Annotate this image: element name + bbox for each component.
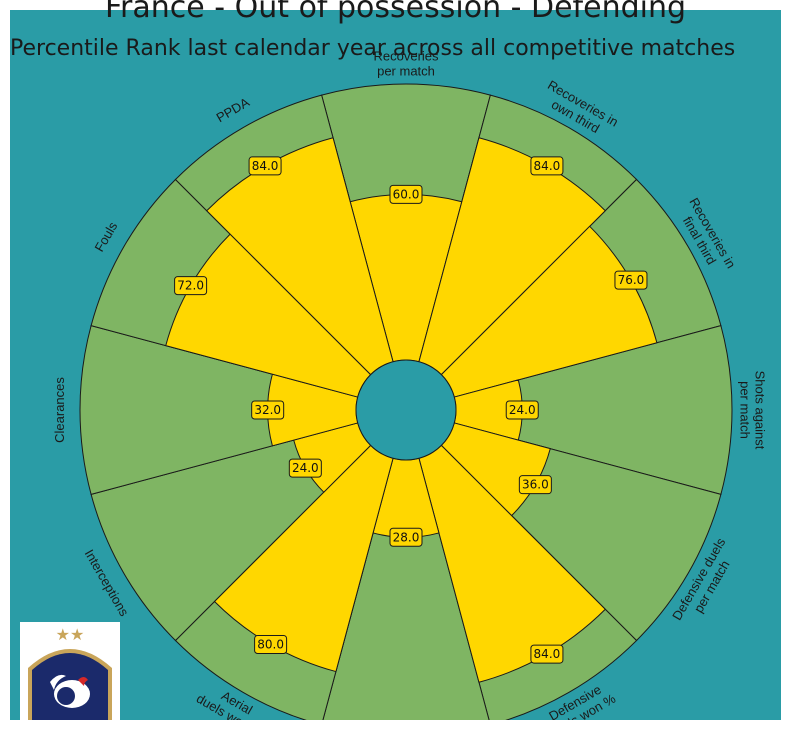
svg-text:76.0: 76.0 (618, 273, 645, 287)
value-label-9: 32.0 (251, 400, 285, 420)
team-logo: ★★ (20, 622, 120, 720)
svg-text:24.0: 24.0 (509, 403, 536, 417)
category-label-11: PPDA (214, 94, 252, 125)
svg-text:72.0: 72.0 (177, 279, 204, 293)
value-label-1: 84.0 (530, 156, 564, 176)
svg-text:84.0: 84.0 (252, 159, 279, 173)
value-label-10: 72.0 (174, 276, 208, 296)
category-label-0: Recoveries per match (373, 49, 439, 79)
radial-percentile-chart: 60.0 84.0 76.0 24.0 36.0 84.0 28.0 80.0 24.0 32.0… (52, 49, 768, 720)
chart-panel: 60.0 84.0 76.0 24.0 36.0 84.0 28.0 80.0 24.0 32.0… (10, 10, 781, 720)
logo-stars: ★★ (56, 625, 85, 644)
value-label-7: 80.0 (254, 635, 288, 655)
value-label-11: 84.0 (248, 156, 282, 176)
chart-title: France - Out of possession - Defending (104, 0, 687, 25)
svg-text:60.0: 60.0 (393, 187, 420, 201)
category-label-9: Clearances (52, 377, 67, 443)
center-hole (355, 359, 457, 461)
value-label-4: 36.0 (518, 475, 552, 495)
chart-subtitle: Percentile Rank last calendar year acros… (10, 36, 736, 61)
value-label-6: 28.0 (389, 527, 423, 547)
svg-text:80.0: 80.0 (257, 638, 284, 652)
value-label-5: 84.0 (530, 644, 564, 664)
category-label-10: Fouls (91, 219, 120, 254)
svg-text:28.0: 28.0 (393, 530, 420, 544)
value-label-2: 76.0 (614, 270, 648, 290)
fff-crest-icon: ★★ (28, 625, 112, 720)
svg-text:84.0: 84.0 (534, 647, 561, 661)
svg-text:84.0: 84.0 (534, 159, 561, 173)
svg-text:36.0: 36.0 (522, 478, 549, 492)
value-label-0: 60.0 (389, 184, 423, 204)
value-label-8: 24.0 (288, 458, 322, 478)
category-label-3: Shots againstper match (738, 371, 768, 450)
svg-text:32.0: 32.0 (254, 403, 281, 417)
value-label-3: 24.0 (505, 400, 539, 420)
svg-text:24.0: 24.0 (292, 461, 319, 475)
